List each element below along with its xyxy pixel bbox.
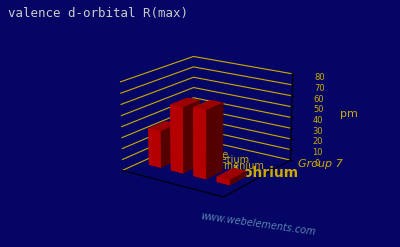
Text: valence d-orbital R(max): valence d-orbital R(max): [8, 7, 188, 21]
Text: www.webelements.com: www.webelements.com: [200, 211, 316, 237]
